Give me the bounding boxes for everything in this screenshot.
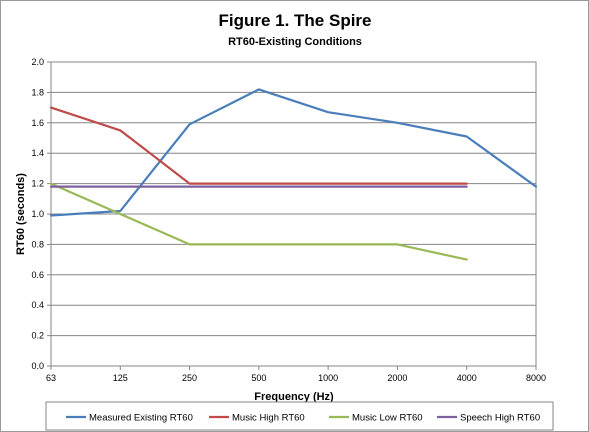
legend-label-music-high-rt60: Music High RT60	[232, 413, 305, 424]
y-tick-label: 1.0	[31, 209, 44, 219]
y-tick-label: 0.2	[31, 331, 44, 341]
x-axis-ticks: 63 125 250 500 1000 2000 4000 8000	[46, 366, 546, 383]
y-axis-title: RT60 (seconds)	[15, 173, 27, 255]
y-tick-label: 0.0	[31, 361, 44, 371]
series-line-measured-existing-rt60	[49, 88, 538, 217]
y-tick-label: 2.0	[31, 57, 44, 67]
x-tick-label: 125	[113, 373, 128, 383]
x-axis-title: Frequency (Hz)	[254, 391, 334, 403]
x-tick-label: 63	[46, 373, 56, 383]
y-tick-label: 1.6	[31, 118, 44, 128]
x-tick-label: 1000	[318, 373, 338, 383]
legend-box	[45, 401, 554, 431]
x-tick-label: 250	[182, 373, 197, 383]
x-tick-label: 500	[251, 373, 266, 383]
series-line-music-low-rt60	[49, 182, 468, 261]
x-tick-label: 4000	[457, 373, 477, 383]
y-tick-label: 0.4	[31, 300, 44, 310]
x-tick-label: 8000	[526, 373, 546, 383]
series-line-music-high-rt60	[49, 106, 468, 185]
legend: Measured Existing RT60 Music High RT60 Mus…	[45, 401, 554, 431]
x-tick-label: 2000	[387, 373, 407, 383]
chart-subtitle: RT60-Existing Conditions	[228, 36, 362, 48]
y-tick-label: 0.8	[31, 239, 44, 249]
legend-label-music-low-rt60: Music Low RT60	[352, 413, 423, 424]
y-tick-label: 0.6	[31, 270, 44, 280]
y-tick-label: 1.2	[31, 179, 44, 189]
legend-label-speech-high-rt60: Speech High RT60	[460, 413, 540, 424]
series-lines	[49, 88, 538, 261]
y-tick-label: 1.8	[31, 87, 44, 97]
gridlines	[51, 61, 536, 367]
y-axis-ticks: 0.0 0.2 0.4 0.6 0.8 1.0 1.2 1.4 1.6 1.8 2.0	[31, 57, 51, 371]
y-tick-label: 1.4	[31, 148, 44, 158]
chart-title: Figure 1. The Spire	[218, 11, 371, 30]
legend-label-measured-existing-rt60: Measured Existing RT60	[89, 413, 193, 424]
